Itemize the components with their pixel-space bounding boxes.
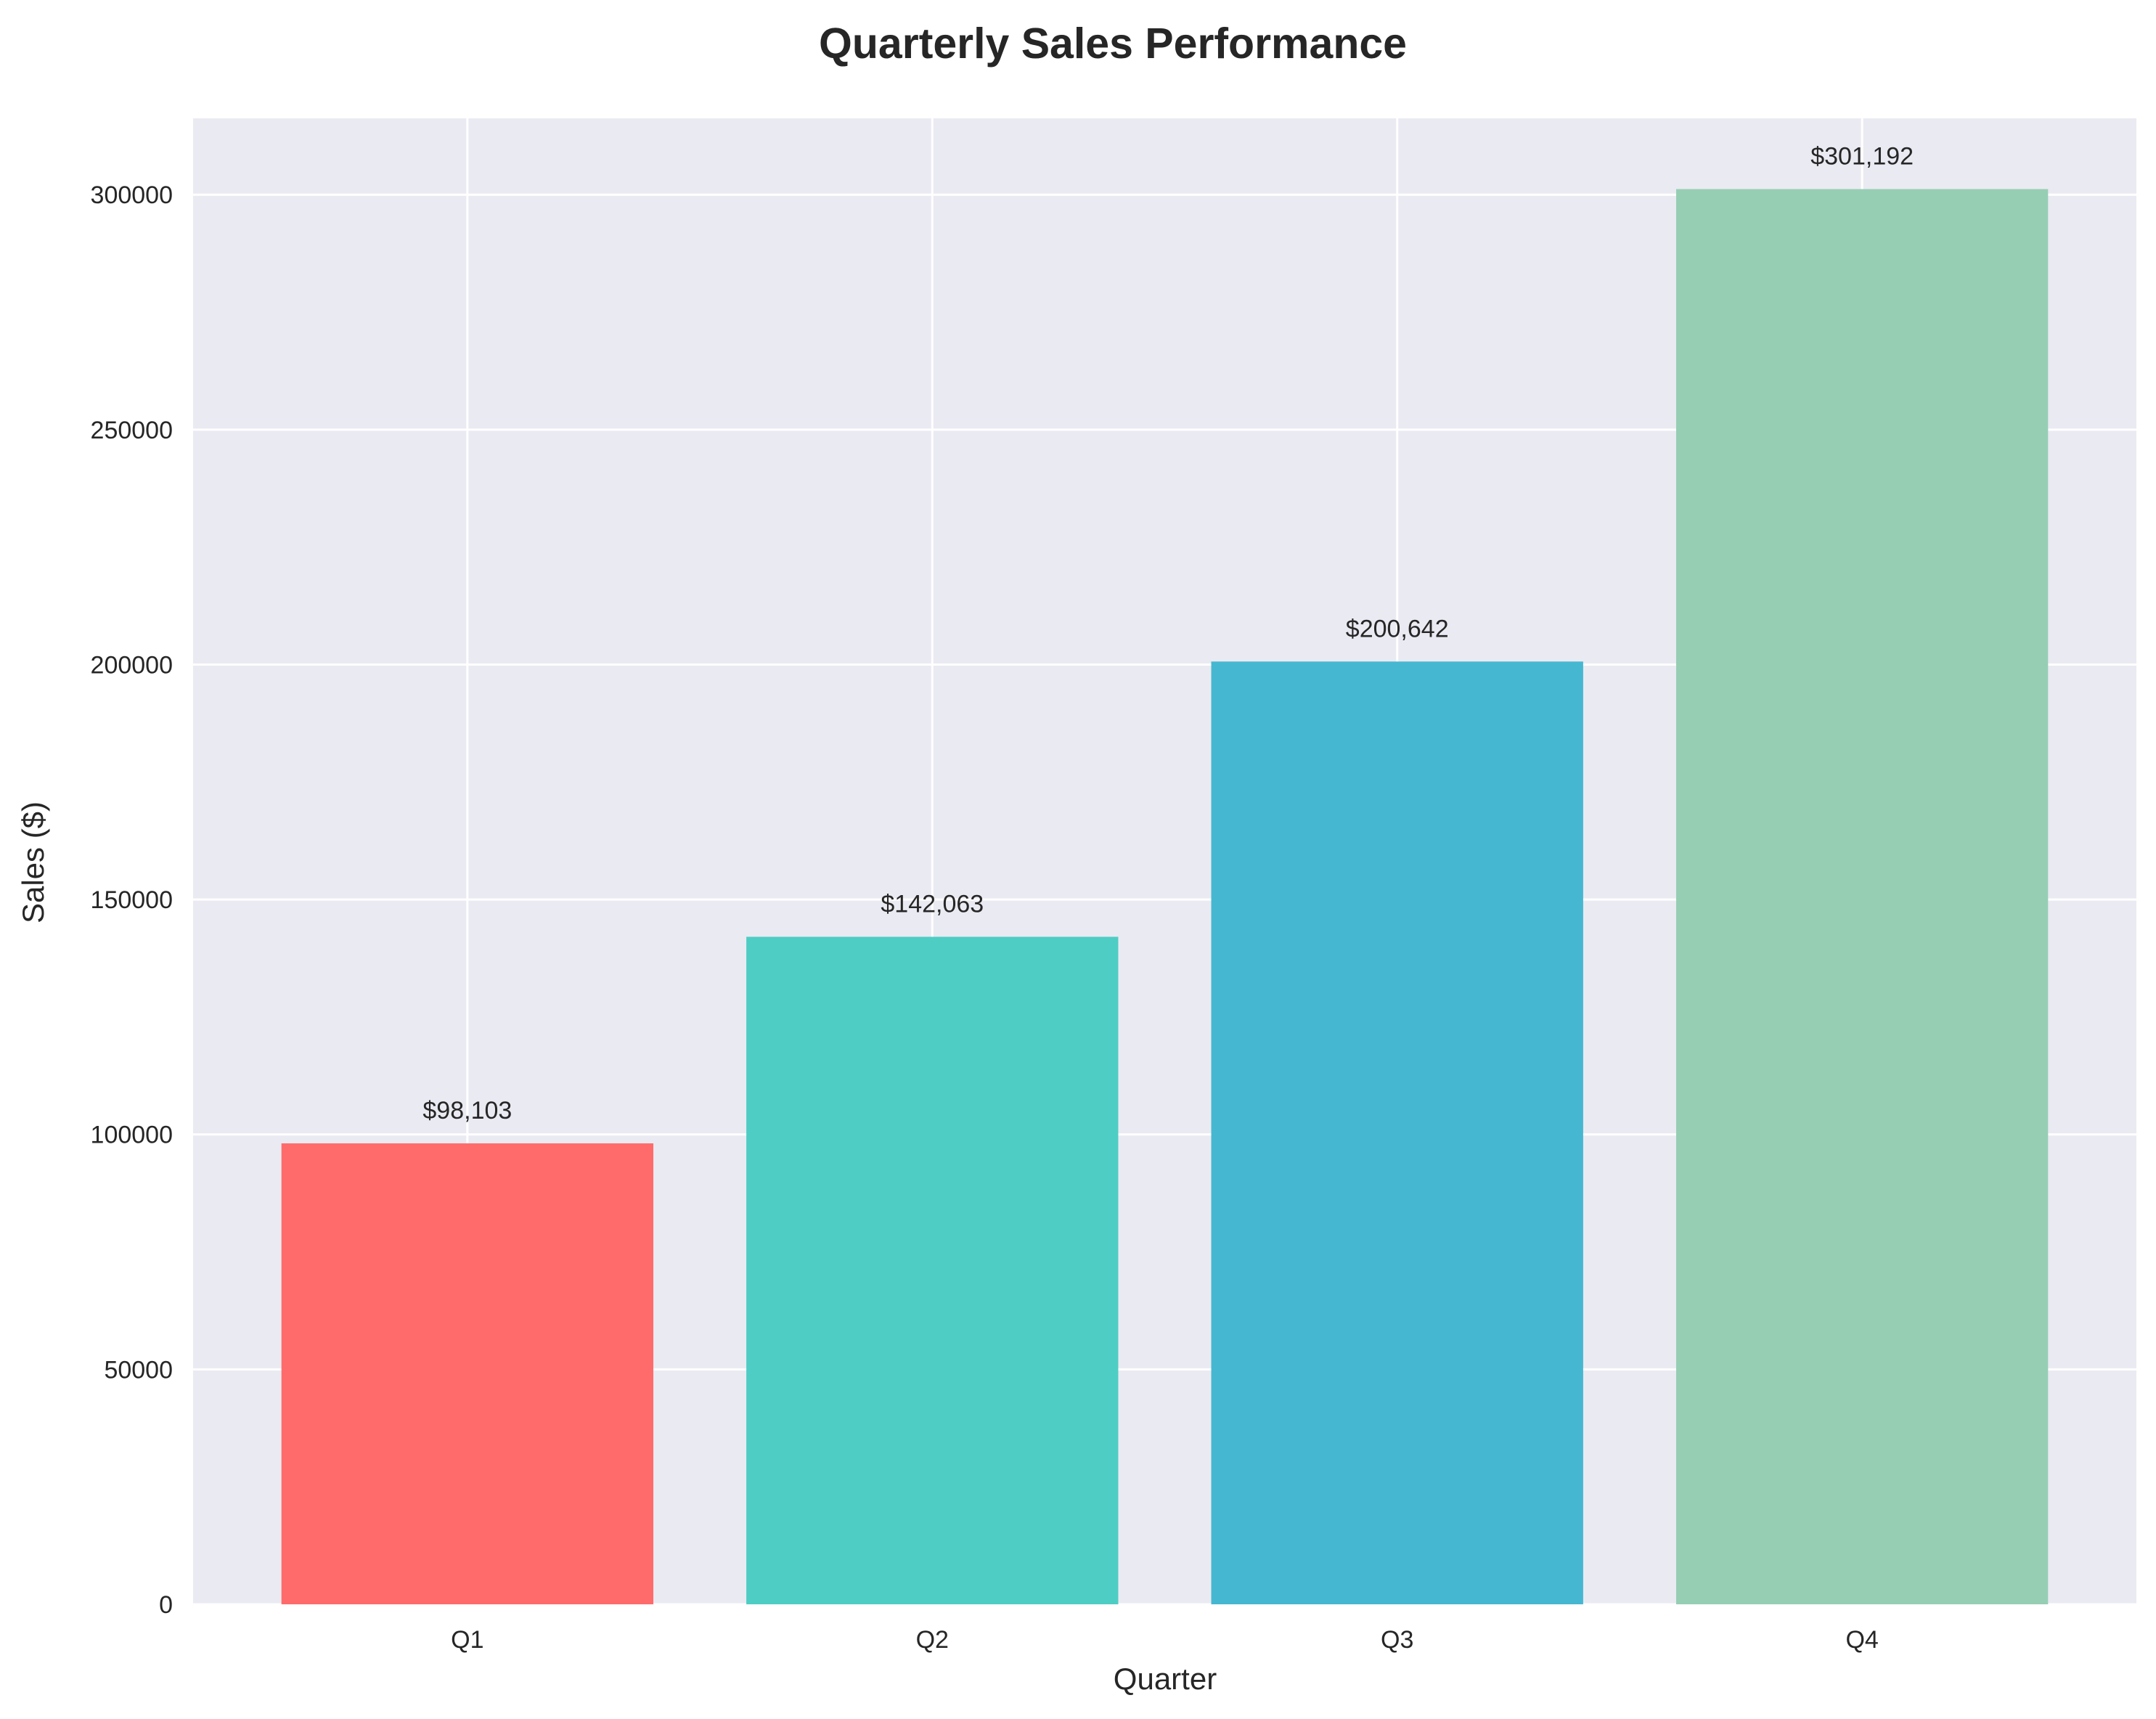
y-tick-label: 200000 xyxy=(91,651,173,679)
y-axis-label: Sales ($) xyxy=(16,801,50,923)
x-axis-ticks: Q1 Q2 Q3 Q4 xyxy=(451,1626,1879,1654)
bar-q2 xyxy=(746,936,1119,1604)
bar-value-label: $200,642 xyxy=(1346,615,1449,642)
bar-value-labels: $98,103 $142,063 $200,642 $301,192 xyxy=(422,142,1914,1124)
x-tick-label: Q3 xyxy=(1381,1626,1413,1654)
y-tick-label: 100000 xyxy=(91,1122,173,1149)
bar-q1 xyxy=(281,1143,654,1604)
y-tick-label: 250000 xyxy=(91,417,173,444)
x-tick-label: Q2 xyxy=(916,1626,949,1654)
chart-title: Quarterly Sales Performance xyxy=(819,20,1407,68)
bar-q4 xyxy=(1675,189,2049,1604)
bar-value-label: $301,192 xyxy=(1810,142,1914,170)
y-tick-label: 50000 xyxy=(104,1356,173,1384)
x-axis-label: Quarter xyxy=(1114,1662,1217,1696)
bar-value-label: $98,103 xyxy=(422,1097,512,1124)
y-tick-label: 0 xyxy=(159,1591,173,1619)
y-tick-label: 300000 xyxy=(91,181,173,209)
y-tick-label: 150000 xyxy=(91,886,173,914)
bar-value-label: $142,063 xyxy=(881,890,984,918)
y-axis-ticks: 0 50000 100000 150000 200000 250000 300000 xyxy=(91,181,173,1619)
x-tick-label: Q1 xyxy=(451,1626,483,1654)
x-tick-label: Q4 xyxy=(1845,1626,1878,1654)
bars xyxy=(281,189,2049,1604)
bar-q3 xyxy=(1211,661,1583,1604)
